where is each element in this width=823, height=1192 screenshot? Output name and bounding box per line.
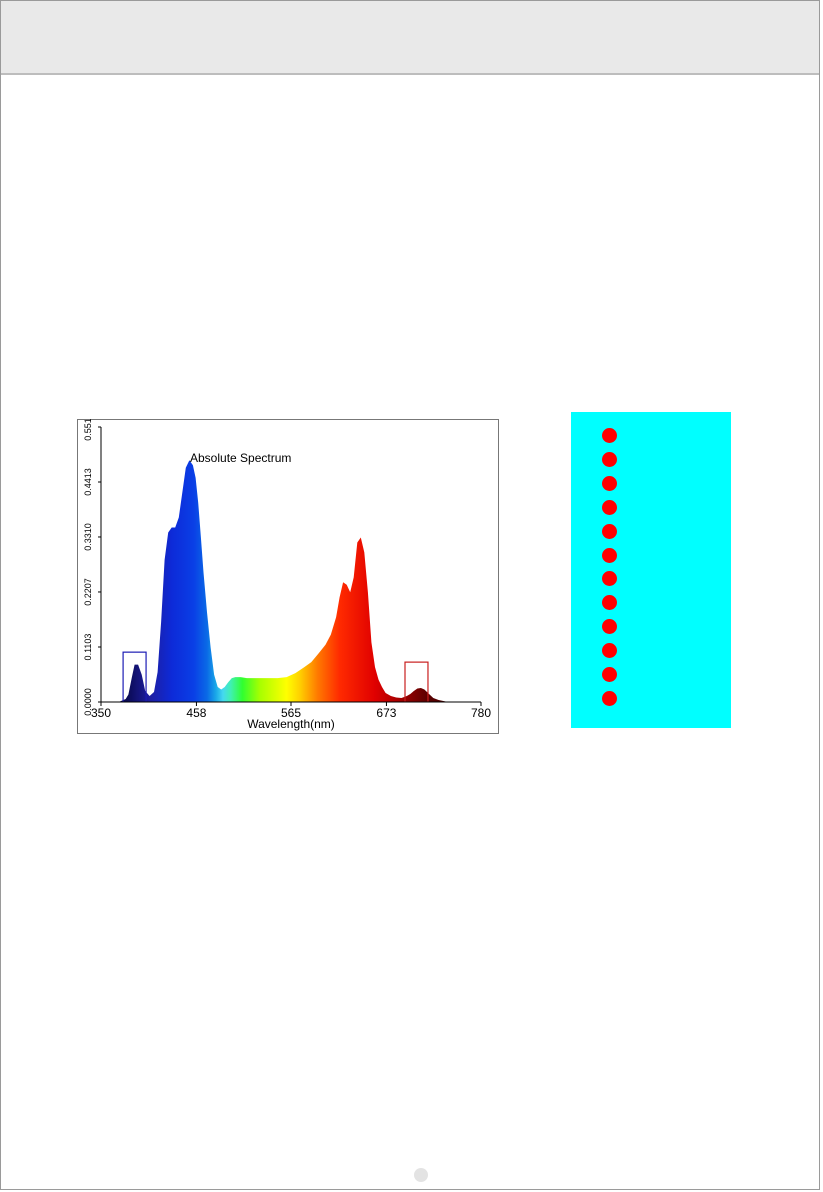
right-axis-tick [492,419,499,420]
highlight-box [122,651,147,702]
led-dot [602,547,617,563]
x-tick-label: 565 [281,706,301,720]
y-tick-label: 0.0000 [83,688,93,716]
led-dot [602,619,617,635]
x-tick-label: 780 [471,706,491,720]
page-indicator-dot [414,1168,428,1182]
spectrum-chart: 350 458 565 673 780 0.0000 0.1103 0.2207 0.3310 0… [83,419,491,731]
y-tick-label: 0.4413 [83,468,93,496]
led-dot [602,643,617,659]
led-dot [602,595,617,611]
y-tick-label: 0.3310 [83,523,93,551]
highlight-box [404,661,429,702]
spectrum-area [118,460,464,702]
y-tick-label: 0.5516 [83,419,93,441]
led-dot [602,690,617,706]
led-dot [602,451,617,467]
led-dot [602,667,617,682]
header-band [1,1,819,75]
led-dot [602,428,617,443]
y-tick-label: 0.2207 [83,578,93,606]
led-dot [602,475,617,491]
chart-title: Absolute Spectrum [190,451,291,465]
led-dot [602,571,617,587]
x-tick-label: 673 [376,706,396,720]
x-axis-label: Wavelength(nm) [247,717,335,731]
y-tick-label: 0.1103 [83,634,93,661]
right-axis-tick [492,733,499,734]
x-tick-label: 458 [186,706,206,720]
x-tick-label: 350 [91,706,111,720]
right-axis-line [498,419,499,734]
led-panel [571,412,731,728]
led-dot [602,523,617,539]
led-dot [602,499,617,515]
